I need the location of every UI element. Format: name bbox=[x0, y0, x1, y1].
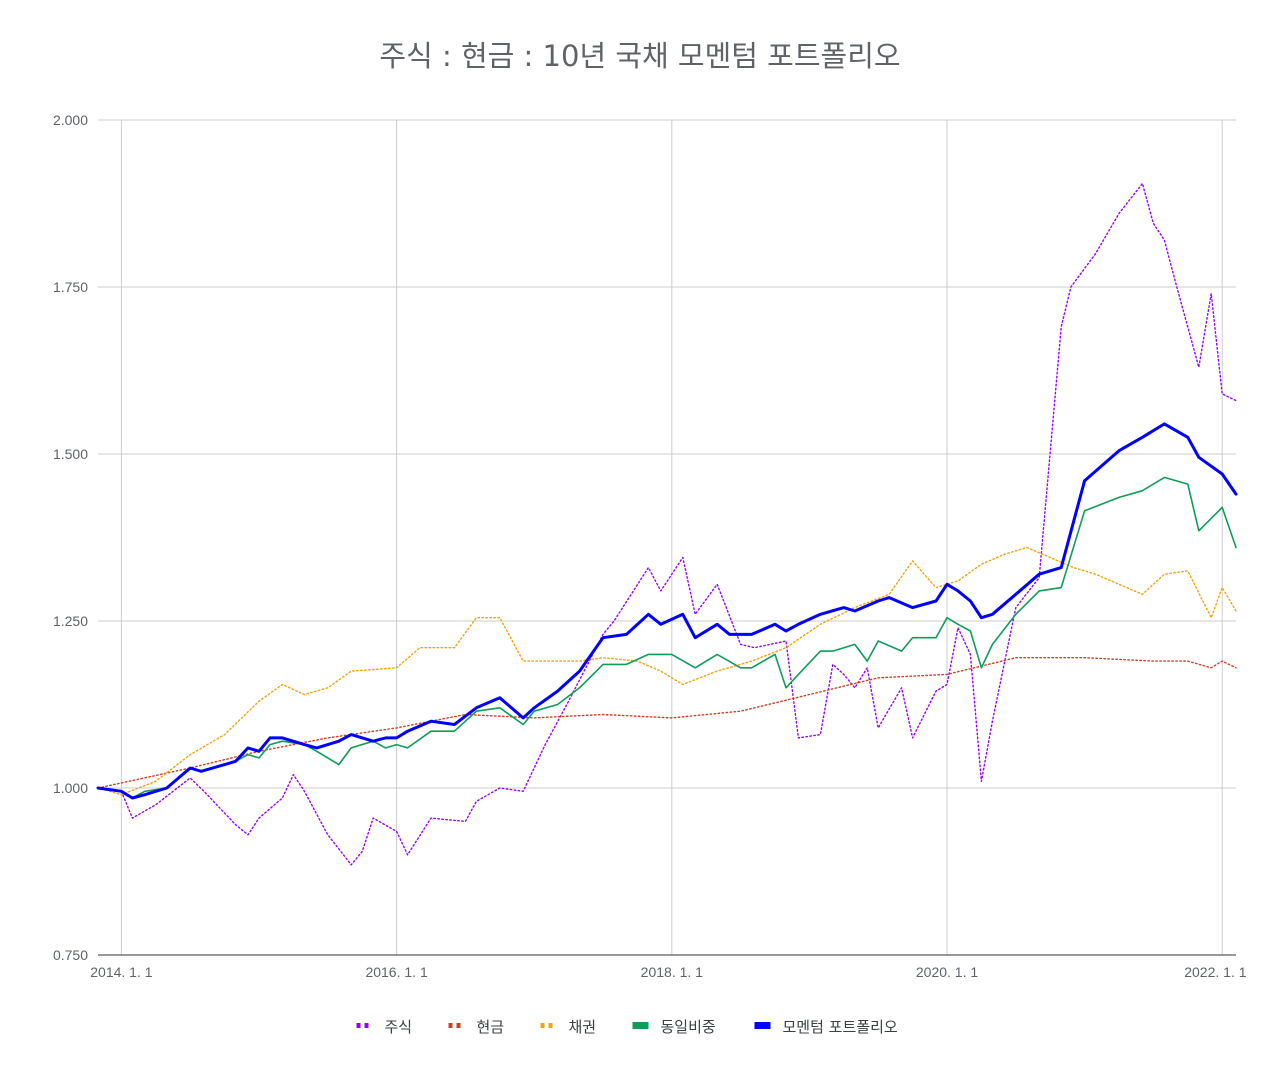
legend-label: 동일비중 bbox=[661, 1018, 716, 1036]
legend-label: 현금 bbox=[477, 1018, 505, 1036]
y-tick-label: 1.250 bbox=[53, 613, 88, 629]
y-tick-label: 2.000 bbox=[53, 112, 88, 128]
legend-swatch bbox=[448, 1023, 453, 1028]
grid-lines bbox=[98, 119, 1236, 956]
x-tick-label: 2020. 1. 1 bbox=[916, 964, 978, 980]
series-line-1 bbox=[97, 657, 1237, 789]
legend-swatch bbox=[754, 1022, 771, 1029]
legend-item: 주식 bbox=[356, 1018, 413, 1036]
y-tick-label: 1.500 bbox=[53, 446, 88, 462]
series-line-3 bbox=[97, 476, 1237, 799]
legend-swatch bbox=[540, 1023, 545, 1028]
legend-label: 주식 bbox=[385, 1018, 413, 1036]
x-tick-label: 2016. 1. 1 bbox=[365, 964, 427, 980]
legend-swatch bbox=[356, 1023, 361, 1028]
legend: 주식 현금 채권 동일비중 모멘텀 포트폴리오 bbox=[356, 1018, 898, 1036]
legend-swatch bbox=[548, 1023, 553, 1028]
legend-swatch bbox=[364, 1023, 369, 1028]
legend-label: 모멘텀 포트폴리오 bbox=[783, 1018, 898, 1036]
legend-label: 채권 bbox=[569, 1018, 597, 1036]
series-line-0 bbox=[97, 182, 1237, 866]
legend-item: 모멘텀 포트폴리오 bbox=[754, 1018, 898, 1036]
legend-swatch bbox=[456, 1023, 461, 1028]
y-tick-label: 1.000 bbox=[53, 780, 88, 796]
x-tick-label: 2014. 1. 1 bbox=[90, 964, 152, 980]
series-lines bbox=[96, 182, 1238, 866]
y-tick-label: 0.750 bbox=[53, 947, 88, 963]
legend-item: 현금 bbox=[448, 1018, 505, 1036]
legend-item: 채권 bbox=[540, 1018, 597, 1036]
y-tick-label: 1.750 bbox=[53, 279, 88, 295]
legend-swatch bbox=[632, 1022, 649, 1029]
x-axis-ticks: 2014. 1. 1 2016. 1. 1 2018. 1. 1 2020. 1. 1… bbox=[90, 964, 1246, 980]
series-line-4 bbox=[96, 422, 1238, 800]
y-axis-ticks: 2.000 1.750 1.500 1.250 1.000 0.750 bbox=[53, 112, 88, 963]
x-tick-label: 2022. 1. 1 bbox=[1184, 964, 1246, 980]
chart-title: 주식 : 현금 : 10년 국채 모멘텀 포트폴리오 bbox=[379, 39, 900, 73]
series-line-2 bbox=[97, 546, 1237, 796]
legend-item: 동일비중 bbox=[632, 1018, 716, 1036]
x-tick-label: 2018. 1. 1 bbox=[641, 964, 703, 980]
